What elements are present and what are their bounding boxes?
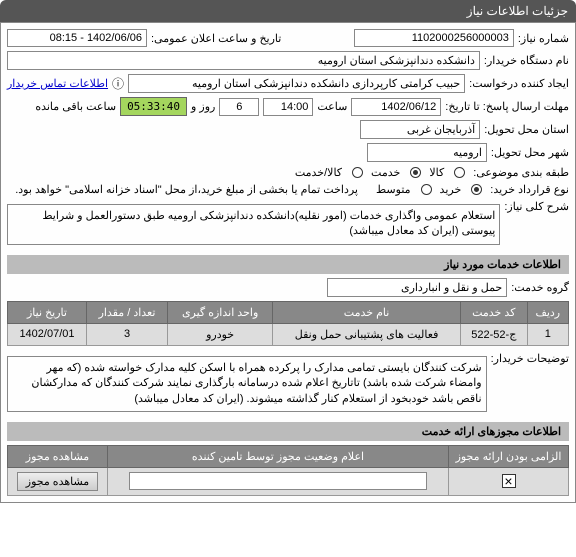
time-label: ساعت bbox=[317, 100, 347, 113]
cat-service: خدمت bbox=[371, 166, 400, 179]
category-label: طبقه بندی موضوعی: bbox=[473, 166, 569, 179]
radio-both[interactable] bbox=[352, 167, 363, 178]
summary-label: شرح کلی نیاز: bbox=[504, 200, 569, 213]
td-code: ج-52-522 bbox=[461, 323, 528, 345]
status-field[interactable] bbox=[129, 472, 428, 490]
city-field: ارومیه bbox=[367, 143, 487, 162]
table-row: 1 ج-52-522 فعالیت های پشتیبانی حمل ونقل … bbox=[8, 323, 569, 345]
td-unit: خودرو bbox=[168, 323, 273, 345]
contact-link[interactable]: اطلاعات تماس خریدار bbox=[7, 77, 108, 90]
ag-buy: خرید bbox=[440, 183, 462, 196]
radio-goods[interactable] bbox=[454, 167, 465, 178]
summary-box: استعلام عمومی واگذاری خدمات (امور نقلیه)… bbox=[7, 204, 500, 245]
deadline-label: مهلت ارسال پاسخ: تا تاریخ: bbox=[445, 100, 569, 113]
th-date: تاریخ نیاز bbox=[8, 301, 87, 323]
cat-goods: کالا bbox=[429, 166, 444, 179]
section-permits: اطلاعات مجوزهای ارائه خدمت bbox=[7, 422, 569, 441]
public-date-label: تاریخ و ساعت اعلان عمومی: bbox=[151, 32, 281, 45]
group-label: گروه خدمت: bbox=[511, 281, 569, 294]
view-permit-button[interactable]: مشاهده مجوز bbox=[17, 472, 98, 491]
checkbox-required bbox=[502, 474, 516, 488]
th-name: نام خدمت bbox=[273, 301, 461, 323]
th-code: کد خدمت bbox=[461, 301, 528, 323]
radio-buy[interactable] bbox=[471, 184, 482, 195]
radio-service[interactable] bbox=[410, 167, 421, 178]
th-qty: تعداد / مقدار bbox=[86, 301, 167, 323]
pth-1: الزامی بودن ارائه مجوز bbox=[449, 445, 569, 467]
radio-mid[interactable] bbox=[421, 184, 432, 195]
permit-view: مشاهده مجوز bbox=[8, 467, 108, 495]
buyer-field: دانشکده دندانپزشکی استان ارومیه bbox=[7, 51, 480, 70]
deadline-time: 14:00 bbox=[263, 98, 313, 116]
ag-note: پرداخت تمام یا بخشی از مبلغ خرید،از محل … bbox=[15, 183, 358, 196]
td-date: 1402/07/01 bbox=[8, 323, 87, 345]
th-row: ردیف bbox=[527, 301, 568, 323]
province-field: آذربایجان غربی bbox=[360, 120, 480, 139]
panel-title: جزئیات اطلاعات نیاز bbox=[0, 0, 576, 22]
section-services: اطلاعات خدمات مورد نیاز bbox=[7, 255, 569, 274]
td-qty: 3 bbox=[86, 323, 167, 345]
deadline-date: 1402/06/12 bbox=[351, 98, 441, 116]
agreement-label: نوع قرارداد خرید: bbox=[490, 183, 569, 196]
creator-label: ایجاد کننده درخواست: bbox=[469, 77, 569, 90]
need-no-label: شماره نیاز: bbox=[518, 32, 569, 45]
buyer-notes: شرکت کنندگان بایستی تمامی مدارک را پرکرد… bbox=[7, 356, 487, 412]
permits-table: الزامی بودن ارائه مجوز اعلام وضعیت مجوز … bbox=[7, 445, 569, 496]
group-field: حمل و نقل و انبارداری bbox=[327, 278, 507, 297]
buyer-notes-label: توضیحات خریدار: bbox=[491, 352, 569, 365]
th-unit: واحد اندازه گیری bbox=[168, 301, 273, 323]
cat-both: کالا/خدمت bbox=[295, 166, 342, 179]
pth-2: اعلام وضعیت مجوز توسط تامین کننده bbox=[108, 445, 449, 467]
creator-field: حبیب کرامتی کارپردازی دانشکده دندانپزشکی… bbox=[128, 74, 465, 93]
countdown: 05:33:40 bbox=[120, 97, 187, 116]
days-field: 6 bbox=[219, 98, 259, 116]
days-label: روز و bbox=[191, 100, 215, 113]
permit-required bbox=[449, 467, 569, 495]
pth-3: مشاهده مجوز bbox=[8, 445, 108, 467]
permit-status bbox=[108, 467, 449, 495]
ag-mid: متوسط bbox=[376, 183, 411, 196]
services-table: ردیف کد خدمت نام خدمت واحد اندازه گیری ت… bbox=[7, 301, 569, 346]
td-name: فعالیت های پشتیبانی حمل ونقل bbox=[273, 323, 461, 345]
public-date-field: 1402/06/06 - 08:15 bbox=[7, 29, 147, 47]
province-label: استان محل تحویل: bbox=[484, 123, 569, 136]
need-no-field: 1102000256000003 bbox=[354, 29, 514, 47]
buyer-label: نام دستگاه خریدار: bbox=[484, 54, 569, 67]
remaining-label: ساعت باقی مانده bbox=[35, 100, 116, 113]
panel-body: شماره نیاز: 1102000256000003 تاریخ و ساع… bbox=[0, 22, 576, 503]
city-label: شهر محل تحویل: bbox=[491, 146, 569, 159]
td-row: 1 bbox=[527, 323, 568, 345]
info-icon: ⓘ bbox=[112, 75, 124, 92]
permit-row: مشاهده مجوز bbox=[8, 467, 569, 495]
